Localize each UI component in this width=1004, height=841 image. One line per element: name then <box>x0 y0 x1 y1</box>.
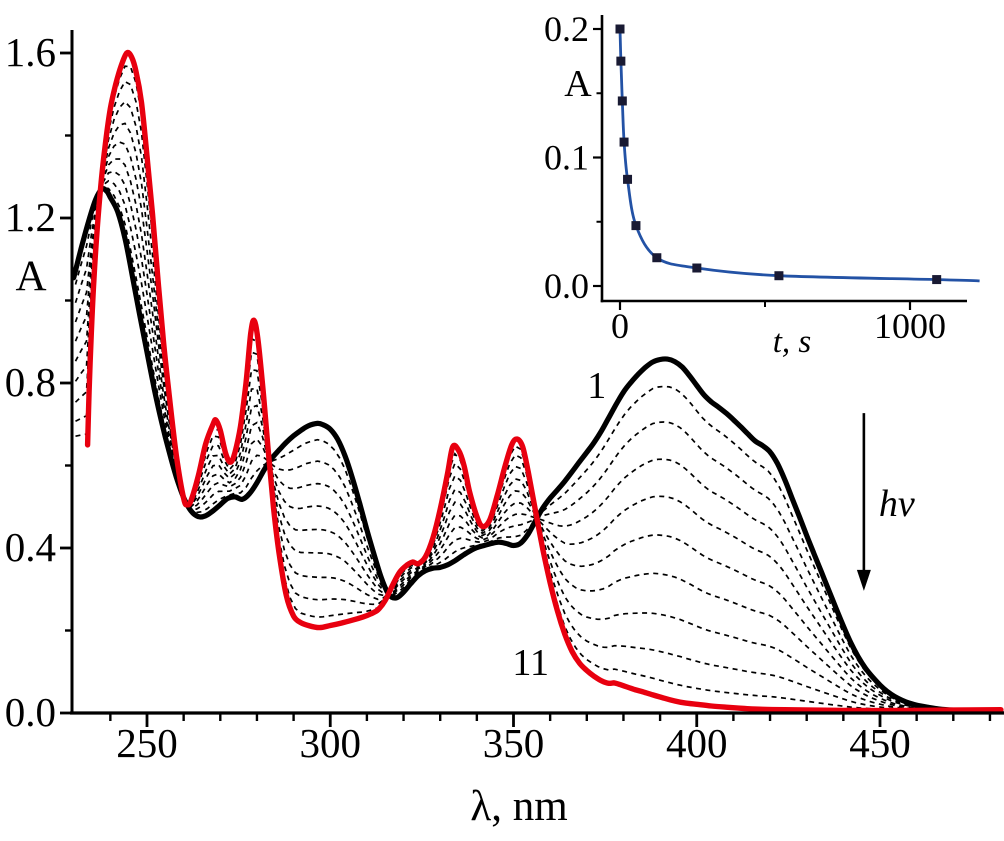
main-y-tick-label: 1.2 <box>5 194 56 240</box>
main-y-tick-label: 1.6 <box>5 29 56 75</box>
main-y-tick-label: 0.4 <box>5 524 56 570</box>
inset-data-point-1 <box>616 56 626 66</box>
inset-data-point-5 <box>631 221 641 231</box>
inset-x-axis-label: t, s <box>773 324 812 360</box>
inset-kinetics-plot: 0.0 0.1 0.2 0 1000 <box>544 9 980 346</box>
main-x-tick-label: 250 <box>116 720 178 766</box>
inset-y-tick-label: 0.0 <box>544 266 589 306</box>
main-y-tick-label: 0.0 <box>5 689 56 735</box>
inset-data-point-2 <box>617 96 627 106</box>
inset-data-point-0 <box>615 24 625 34</box>
inset-y-axis-label: A <box>564 63 592 105</box>
main-y-tick-label: 0.8 <box>5 359 56 405</box>
inset-data-point-3 <box>619 137 629 147</box>
main-y-axis-label: A <box>15 253 46 300</box>
inset-data-point-8 <box>774 271 784 281</box>
hv-arrow <box>856 413 871 591</box>
main-spectra-curves <box>71 49 1004 715</box>
main-x-axis-label: λ, nm <box>470 783 567 830</box>
final-spectrum-curve <box>84 49 1004 714</box>
initial-spectrum-curve <box>71 186 1004 715</box>
inset-x-tick-label: 1000 <box>874 306 946 346</box>
main-x-tick-label: 300 <box>300 720 362 766</box>
hv-arrow-head <box>856 569 871 591</box>
inset-data-point-9 <box>932 275 942 285</box>
inset-kinetic-fit-line <box>618 28 980 283</box>
curve-11-label: 11 <box>512 642 549 684</box>
inset-data-point-7 <box>692 263 702 273</box>
hv-photon-label: hv <box>879 483 915 525</box>
main-x-tick-label: 350 <box>483 720 545 766</box>
inset-data-point-6 <box>652 253 662 263</box>
inset-y-tick-label: 0.1 <box>544 138 589 178</box>
intermediate-spectrum-curve-5 <box>74 158 1000 712</box>
inset-data-point-4 <box>623 174 633 184</box>
inset-y-tick-label: 0.2 <box>544 9 589 49</box>
main-x-tick-label: 450 <box>849 720 911 766</box>
inset-x-tick-label: 0 <box>611 306 629 346</box>
curve-1-label: 1 <box>587 365 606 407</box>
main-axes: 0.0 0.4 0.8 1.2 1.6 250 300 350 400 450 <box>5 29 1004 766</box>
main-x-tick-label: 400 <box>666 720 728 766</box>
